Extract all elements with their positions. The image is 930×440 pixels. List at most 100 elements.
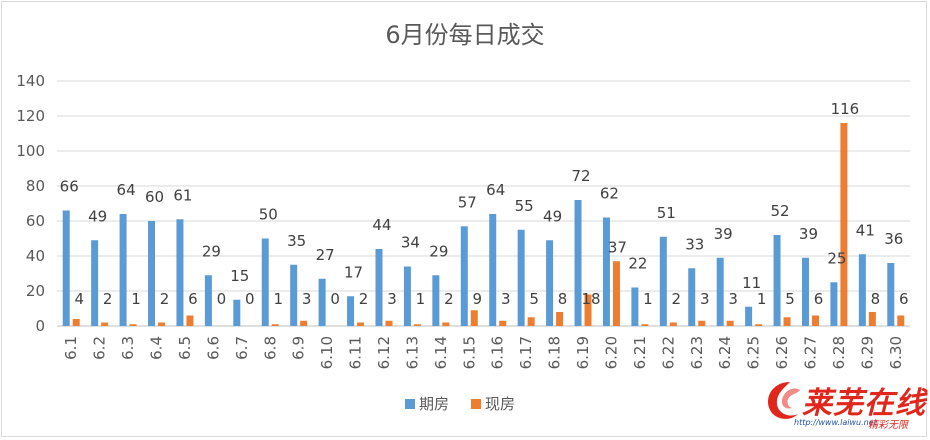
bar-qifang	[574, 200, 582, 326]
bar-xianfang	[186, 315, 194, 326]
x-tick-label: 6.10	[318, 336, 336, 369]
bar-xianfang	[470, 310, 478, 326]
bar-xianfang	[726, 320, 734, 326]
gridlines	[57, 80, 910, 327]
bar-qifang	[176, 219, 184, 326]
bar-qifang	[688, 268, 696, 326]
bar-qifang	[432, 275, 440, 326]
x-tick-label: 6.30	[887, 336, 905, 369]
bars	[62, 123, 905, 326]
bar-qifang	[631, 287, 639, 326]
bar-xianfang	[612, 261, 620, 326]
bar-xianfang	[811, 315, 819, 326]
y-tick-label: 60	[26, 212, 45, 230]
data-label-qifang: 64	[117, 181, 136, 199]
bar-qifang	[119, 214, 127, 326]
bar-xianfang	[158, 322, 166, 326]
x-axis-ticks: 6.1 6.2 6.3 6.4 6.5 6.6 6.7 6.8 6.9 6.10 6.11 6.12 6…	[62, 336, 905, 369]
data-label-xianfang: 0	[217, 290, 227, 308]
data-label-xianfang: 2	[444, 290, 454, 308]
bar-qifang	[858, 254, 866, 326]
bar-qifang	[489, 214, 497, 326]
data-label-qifang: 52	[771, 202, 790, 220]
legend-label: 现房	[485, 395, 515, 413]
data-label-xianfang: 2	[160, 290, 170, 308]
x-tick-label: 6.29	[858, 336, 876, 369]
data-label-xianfang: 0	[330, 290, 340, 308]
y-tick-label: 80	[26, 177, 45, 195]
x-tick-label: 6.9	[290, 336, 308, 360]
x-tick-label: 6.14	[432, 336, 450, 369]
data-label-qifang: 64	[486, 181, 505, 199]
bar-qifang	[887, 263, 895, 326]
y-tick-label: 40	[26, 247, 45, 265]
x-tick-label: 6.2	[91, 336, 109, 360]
bar-xianfang	[499, 320, 507, 326]
bar-xianfang	[101, 322, 109, 326]
bar-qifang	[204, 275, 212, 326]
bar-xianfang	[698, 320, 706, 326]
bar-xianfang	[357, 322, 365, 326]
data-label-qifang: 49	[543, 207, 562, 225]
bar-qifang	[773, 235, 781, 326]
y-tick-label: 100	[16, 142, 45, 160]
data-label-qifang: 50	[259, 206, 278, 224]
data-label-qifang: 49	[88, 207, 107, 225]
data-label-xianfang: 0	[245, 290, 255, 308]
x-tick-label: 6.23	[688, 336, 706, 369]
data-label-xianfang: 6	[188, 290, 198, 308]
y-tick-label: 0	[35, 317, 45, 335]
bar-qifang	[91, 240, 99, 326]
x-tick-label: 6.17	[517, 336, 535, 369]
data-label-xianfang: 2	[103, 290, 113, 308]
data-label-xianfang: 5	[785, 290, 795, 308]
x-tick-label: 6.27	[801, 336, 819, 369]
data-label-qifang: 55	[515, 197, 534, 215]
data-label-qifang: 34	[401, 234, 420, 252]
bar-xianfang	[385, 320, 393, 326]
legend-swatch	[405, 399, 415, 409]
data-label-xianfang: 1	[273, 290, 283, 308]
x-tick-label: 6.19	[574, 336, 592, 369]
bar-xianfang	[897, 315, 905, 326]
swirl-logo-icon	[768, 382, 800, 419]
watermark-logo: 莱芜在线 http://www.laiwu.net 精彩无限	[760, 376, 925, 434]
x-tick-label: 6.25	[745, 336, 763, 369]
x-tick-label: 6.11	[347, 336, 365, 369]
x-tick-label: 6.24	[716, 336, 734, 369]
data-label-qifang: 39	[714, 225, 733, 243]
x-tick-label: 6.6	[204, 336, 222, 360]
data-label-qifang: 66	[60, 178, 79, 196]
data-label-xianfang: 5	[529, 290, 539, 308]
y-tick-label: 140	[16, 72, 45, 90]
bar-xianfang	[840, 123, 848, 326]
data-label-xianfang: 1	[416, 290, 426, 308]
x-tick-label: 6.13	[403, 336, 421, 369]
x-tick-label: 6.12	[375, 336, 393, 369]
data-label-qifang: 29	[429, 242, 448, 260]
y-tick-label: 120	[16, 107, 45, 125]
watermark-brand: 莱芜在线	[802, 386, 926, 421]
bar-qifang	[261, 238, 269, 326]
data-label-xianfang: 6	[814, 290, 824, 308]
data-label-xianfang: 2	[359, 290, 369, 308]
bar-xianfang	[271, 324, 279, 326]
data-label-qifang: 15	[230, 267, 249, 285]
data-label-qifang: 17	[344, 263, 363, 281]
data-label-xianfang: 8	[871, 290, 881, 308]
x-tick-label: 6.4	[148, 336, 166, 360]
data-label-qifang: 44	[372, 216, 391, 234]
x-tick-label: 6.7	[233, 336, 251, 360]
bar-qifang	[347, 296, 355, 326]
data-label-qifang: 33	[685, 235, 704, 253]
x-tick-label: 6.18	[546, 336, 564, 369]
data-label-xianfang: 1	[757, 290, 767, 308]
bar-qifang	[148, 221, 156, 326]
bar-qifang	[546, 240, 554, 326]
data-label-xianfang: 3	[728, 290, 738, 308]
bar-qifang	[375, 249, 383, 326]
data-label-qifang: 27	[316, 246, 335, 264]
bar-qifang	[602, 217, 610, 326]
x-tick-label: 6.1	[62, 336, 80, 360]
data-label-xianfang: 3	[501, 290, 511, 308]
